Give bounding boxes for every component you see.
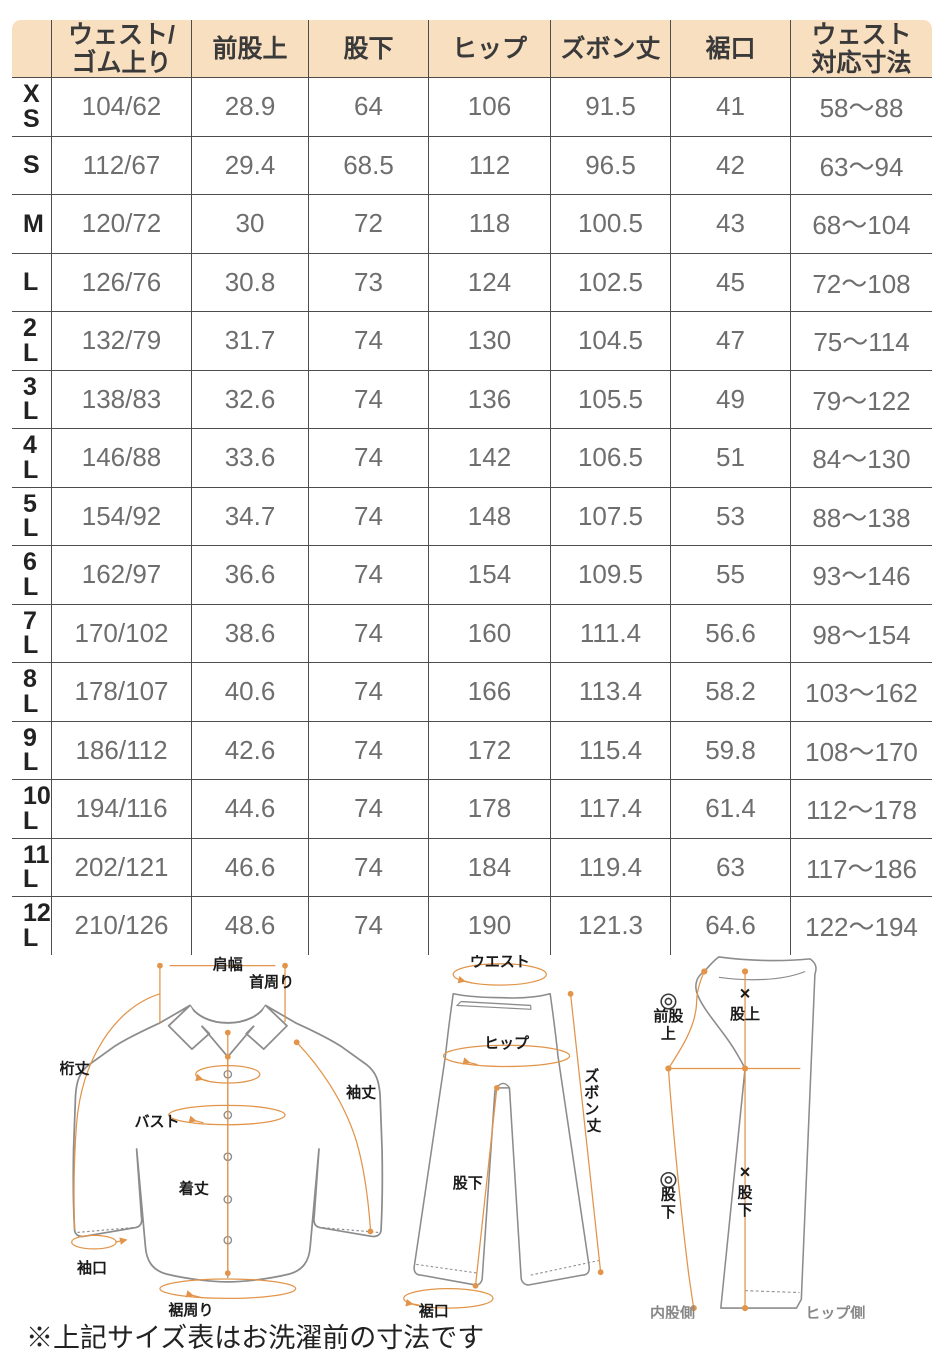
svg-text:内股側: 内股側 (650, 1304, 695, 1319)
svg-text:桁丈: 桁丈 (60, 1059, 90, 1077)
svg-text:ヒップ: ヒップ (484, 1035, 530, 1052)
svg-text:裾周り: 裾周り (168, 1301, 213, 1319)
svg-text:バスト: バスト (134, 1114, 179, 1131)
svg-text:股上: 股上 (730, 1006, 760, 1023)
svg-text:袖丈: 袖丈 (346, 1084, 376, 1102)
svg-text:肩幅: 肩幅 (213, 956, 243, 974)
svg-text:着丈: 着丈 (178, 1180, 209, 1198)
svg-text:ウエスト: ウエスト (470, 955, 530, 971)
svg-text:股: 股 (661, 1186, 677, 1203)
svg-text:袖口: 袖口 (77, 1259, 107, 1277)
svg-text:上: 上 (661, 1025, 676, 1042)
svg-text:下: 下 (738, 1202, 753, 1219)
svg-text:首周り: 首周り (249, 973, 294, 991)
svg-text:股: 股 (738, 1185, 754, 1202)
svg-text:×: × (740, 983, 751, 1004)
svg-text:ヒップ側: ヒップ側 (805, 1304, 865, 1319)
svg-text:×: × (740, 1161, 751, 1182)
svg-text:ズ ボ ン 丈: ズ ボ ン 丈 (584, 1067, 603, 1134)
svg-text:下: 下 (661, 1204, 676, 1221)
svg-text:裾口: 裾口 (419, 1302, 449, 1319)
svg-text:股下: 股下 (453, 1175, 483, 1192)
svg-text:前股: 前股 (653, 1007, 684, 1025)
